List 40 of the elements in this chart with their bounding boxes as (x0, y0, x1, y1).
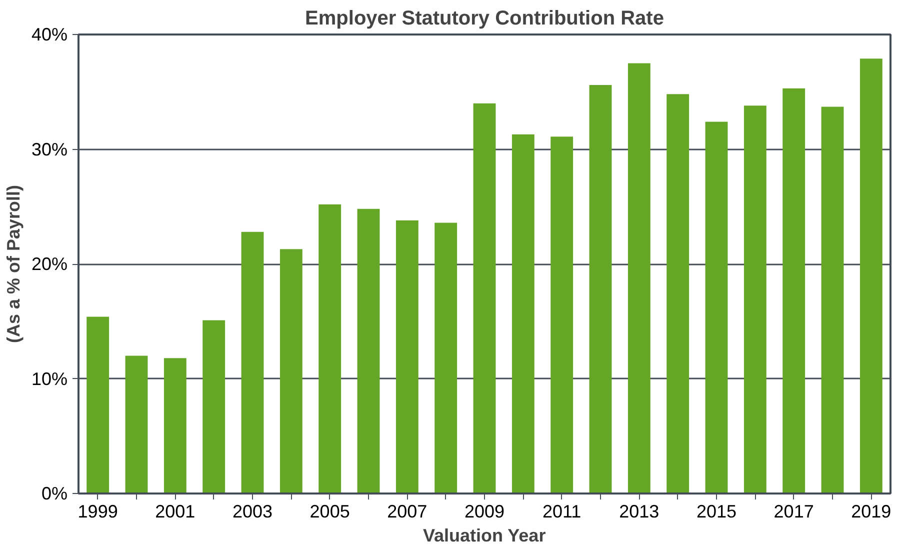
bar (202, 320, 226, 494)
bar (589, 84, 612, 494)
x-tick-label: 2005 (310, 502, 350, 522)
bar (821, 106, 844, 494)
x-tick-label: 2011 (542, 502, 582, 522)
bar (860, 58, 882, 494)
x-tick-label: 2015 (696, 502, 737, 522)
bar (666, 94, 690, 494)
y-axis-title: (As a % of Payroll) (3, 184, 24, 344)
x-tick-label: 1999 (78, 502, 118, 522)
y-tick-label: 20% (31, 254, 68, 274)
bar (396, 220, 418, 494)
bar (744, 106, 766, 494)
bar (434, 222, 458, 494)
bar (164, 358, 186, 494)
chart-title: Employer Statutory Contribution Rate (305, 8, 664, 30)
bar (473, 103, 496, 494)
x-tick-label: 2017 (774, 502, 814, 522)
y-tick-label: 0% (41, 484, 68, 504)
bar (125, 356, 148, 494)
x-tick-label: 2009 (464, 502, 505, 522)
y-tick-label: 30% (31, 139, 68, 160)
bar (628, 63, 650, 494)
bar (318, 204, 342, 494)
x-tick-label: 2019 (851, 502, 892, 522)
bar (782, 88, 806, 494)
bar (86, 316, 110, 494)
bar (357, 208, 380, 494)
bar (550, 136, 574, 494)
y-tick-label: 40% (31, 24, 68, 44)
x-tick-label: 2013 (619, 502, 660, 522)
x-tick-label: 2003 (232, 502, 273, 522)
bar (512, 134, 534, 494)
x-tick-label: 2001 (155, 502, 196, 522)
x-axis-title: Valuation Year (422, 526, 546, 546)
bar (241, 232, 264, 494)
x-tick-label: 2007 (387, 502, 428, 522)
y-tick-label: 10% (31, 368, 68, 389)
bar (705, 122, 728, 494)
bar (280, 249, 302, 494)
